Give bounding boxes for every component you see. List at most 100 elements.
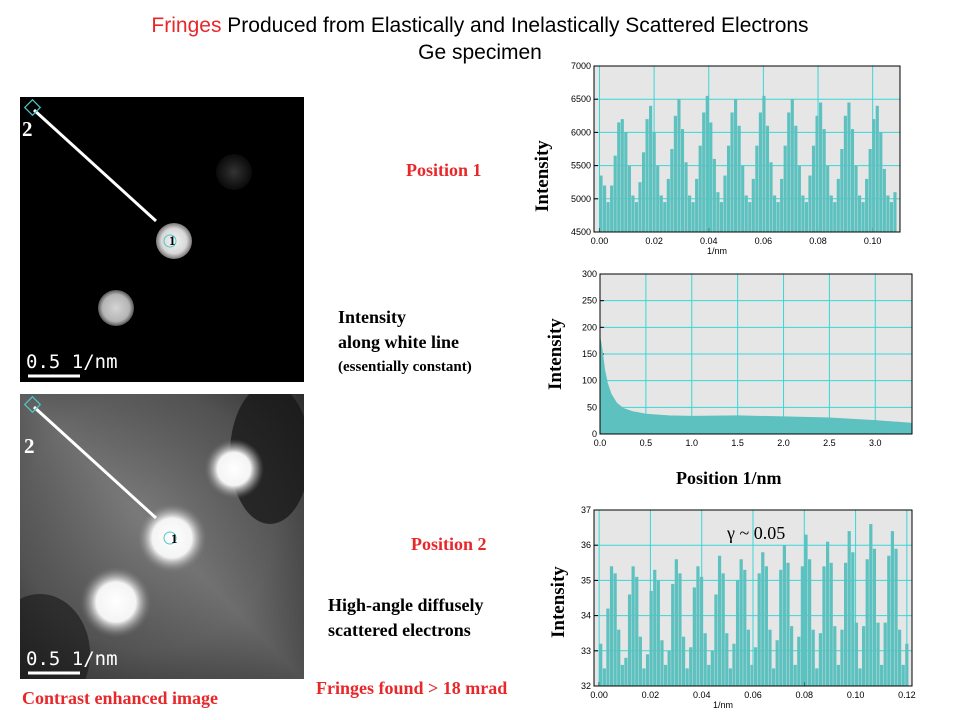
bar (818, 633, 822, 686)
title-highlight: Fringes (151, 14, 222, 37)
bar (833, 626, 837, 686)
bar (709, 122, 713, 232)
bar (840, 629, 844, 686)
bar (844, 562, 848, 686)
bar (858, 668, 862, 686)
bar (656, 580, 660, 686)
bar (739, 559, 743, 686)
bar (780, 178, 784, 232)
x-tick-label: 0.00 (591, 236, 609, 246)
intensity-area (599, 337, 913, 435)
bar (673, 115, 677, 232)
bar (707, 664, 711, 686)
bar (851, 552, 855, 686)
x-tick-label: 0.02 (645, 236, 663, 246)
y-tick-label: 33 (581, 646, 591, 656)
bar (638, 636, 642, 686)
bar (790, 99, 794, 232)
bar (635, 576, 639, 686)
intensity-description: Intensity along white line (essentially … (338, 305, 472, 380)
high-angle-line1: High-angle diffusely (328, 595, 484, 615)
bar (757, 573, 761, 686)
bar (725, 633, 729, 686)
bar (687, 195, 692, 232)
white-profile-line (32, 405, 158, 520)
bar (613, 573, 617, 686)
position-label-2: 2 (24, 434, 35, 458)
chart1-ylabel: Intensity (532, 140, 553, 212)
position1-label: Position 1 (406, 160, 482, 180)
bar (613, 155, 617, 232)
bar (620, 119, 624, 232)
bar (890, 531, 895, 686)
bar (829, 562, 833, 686)
bar (801, 195, 805, 232)
bar (737, 125, 741, 232)
bar (822, 566, 826, 686)
x-tick-label: 0.0 (594, 438, 607, 448)
plot-border (593, 65, 901, 233)
bar (872, 548, 877, 686)
bar (680, 129, 685, 232)
x-tick-label: 0.5 (640, 438, 653, 448)
position-axis-label: Position 1/nm (676, 468, 782, 488)
bar (750, 664, 754, 686)
position2-label: Position 2 (411, 534, 487, 554)
bar (764, 566, 768, 686)
bar (721, 573, 725, 686)
bar (685, 668, 689, 686)
intensity-line1: Intensity (338, 307, 407, 327)
bar (702, 112, 706, 232)
bar (638, 182, 642, 232)
bar (723, 175, 727, 232)
bar (649, 590, 653, 686)
image-caption: Contrast enhanced image (22, 688, 218, 708)
bar (674, 559, 678, 686)
x-tick-label: 0.10 (864, 236, 882, 246)
bar (875, 105, 879, 232)
intensity-line2: along white line (338, 332, 460, 352)
y-tick-label: 200 (582, 322, 597, 332)
bar (609, 566, 614, 686)
faint-spot (216, 154, 252, 190)
bar (684, 162, 688, 232)
bar (893, 192, 897, 232)
diamond-marker (23, 98, 42, 117)
bar (696, 566, 700, 686)
bar (854, 165, 858, 232)
bar (610, 185, 614, 232)
bar (652, 132, 656, 232)
bar (854, 622, 859, 686)
diffraction-spot (80, 566, 152, 638)
y-tick-label: 250 (582, 296, 597, 306)
bar (862, 626, 866, 686)
bar (804, 534, 808, 686)
bar (641, 152, 646, 232)
chart-position1: 4500 5000 5500 6000 6500 7000 0.00 0.02 0.04 0.06… (571, 61, 901, 256)
bar (847, 102, 851, 232)
bar (703, 633, 707, 686)
chart2-ylabel: Intensity (545, 318, 566, 390)
bar (599, 175, 603, 232)
bar (829, 195, 833, 232)
bar (868, 149, 872, 232)
bar (886, 195, 890, 232)
x-tick-label: 3.0 (869, 438, 882, 448)
bar (631, 195, 635, 232)
bar (769, 162, 773, 232)
bar (808, 175, 812, 232)
y-tick-label: 36 (581, 540, 591, 550)
bar (758, 112, 762, 232)
bar (751, 178, 755, 232)
position1-marker (163, 234, 177, 248)
bar (776, 202, 780, 232)
bar (627, 165, 631, 232)
bar (761, 552, 765, 686)
bar (850, 129, 855, 232)
bar (710, 650, 714, 686)
bar (681, 636, 686, 686)
bar (726, 145, 731, 232)
bar (865, 178, 869, 232)
position1-marker (163, 531, 177, 545)
bar (804, 202, 809, 232)
